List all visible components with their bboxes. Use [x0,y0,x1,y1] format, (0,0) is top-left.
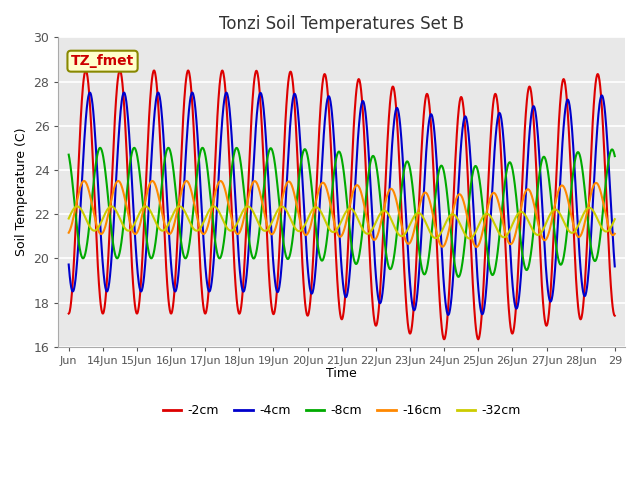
-16cm [605,223,612,229]
-8cm [317,257,325,263]
-32cm [74,204,81,209]
-2cm [150,68,158,74]
-8cm [605,159,612,165]
-8cm [455,274,463,280]
-4cm [150,116,158,122]
-4cm [317,173,325,179]
-2cm [474,336,482,342]
Legend: -2cm, -4cm, -8cm, -16cm, -32cm: -2cm, -4cm, -8cm, -16cm, -32cm [157,399,526,422]
-4cm [328,107,335,113]
-2cm [65,311,72,316]
-8cm [551,234,559,240]
Line: -2cm: -2cm [68,71,615,339]
X-axis label: Time: Time [326,367,357,380]
Title: Tonzi Soil Temperatures Set B: Tonzi Soil Temperatures Set B [220,15,464,33]
-8cm [164,145,172,151]
-2cm [328,158,335,164]
-32cm [328,228,335,234]
Line: -16cm: -16cm [68,181,615,247]
-16cm [328,207,335,213]
Y-axis label: Soil Temperature (C): Soil Temperature (C) [15,128,28,256]
-4cm [605,156,612,162]
-16cm [551,202,559,207]
-16cm [472,244,480,250]
-4cm [444,312,452,318]
-32cm [150,216,158,222]
-8cm [328,192,335,198]
-2cm [317,94,325,99]
-32cm [471,230,479,236]
Text: TZ_fmet: TZ_fmet [71,54,134,68]
-4cm [611,264,619,269]
-4cm [65,262,72,267]
-32cm [65,216,72,221]
-32cm [466,236,474,241]
-2cm [605,238,612,244]
-4cm [551,267,559,273]
-2cm [82,68,90,73]
-32cm [317,210,325,216]
-32cm [605,228,612,233]
-4cm [471,233,479,239]
Line: -8cm: -8cm [68,148,615,277]
-4cm [154,90,162,96]
-16cm [471,242,479,248]
-16cm [317,181,325,187]
-8cm [65,152,72,157]
-16cm [611,231,619,237]
-32cm [551,206,559,212]
-2cm [551,200,559,206]
-16cm [65,230,72,236]
-16cm [150,180,158,186]
-2cm [611,313,619,319]
Line: -32cm: -32cm [68,206,615,239]
-32cm [611,216,619,222]
-8cm [471,163,479,169]
Line: -4cm: -4cm [68,93,615,315]
-8cm [150,248,158,254]
-8cm [611,153,619,159]
-16cm [148,178,156,184]
-2cm [471,311,479,316]
